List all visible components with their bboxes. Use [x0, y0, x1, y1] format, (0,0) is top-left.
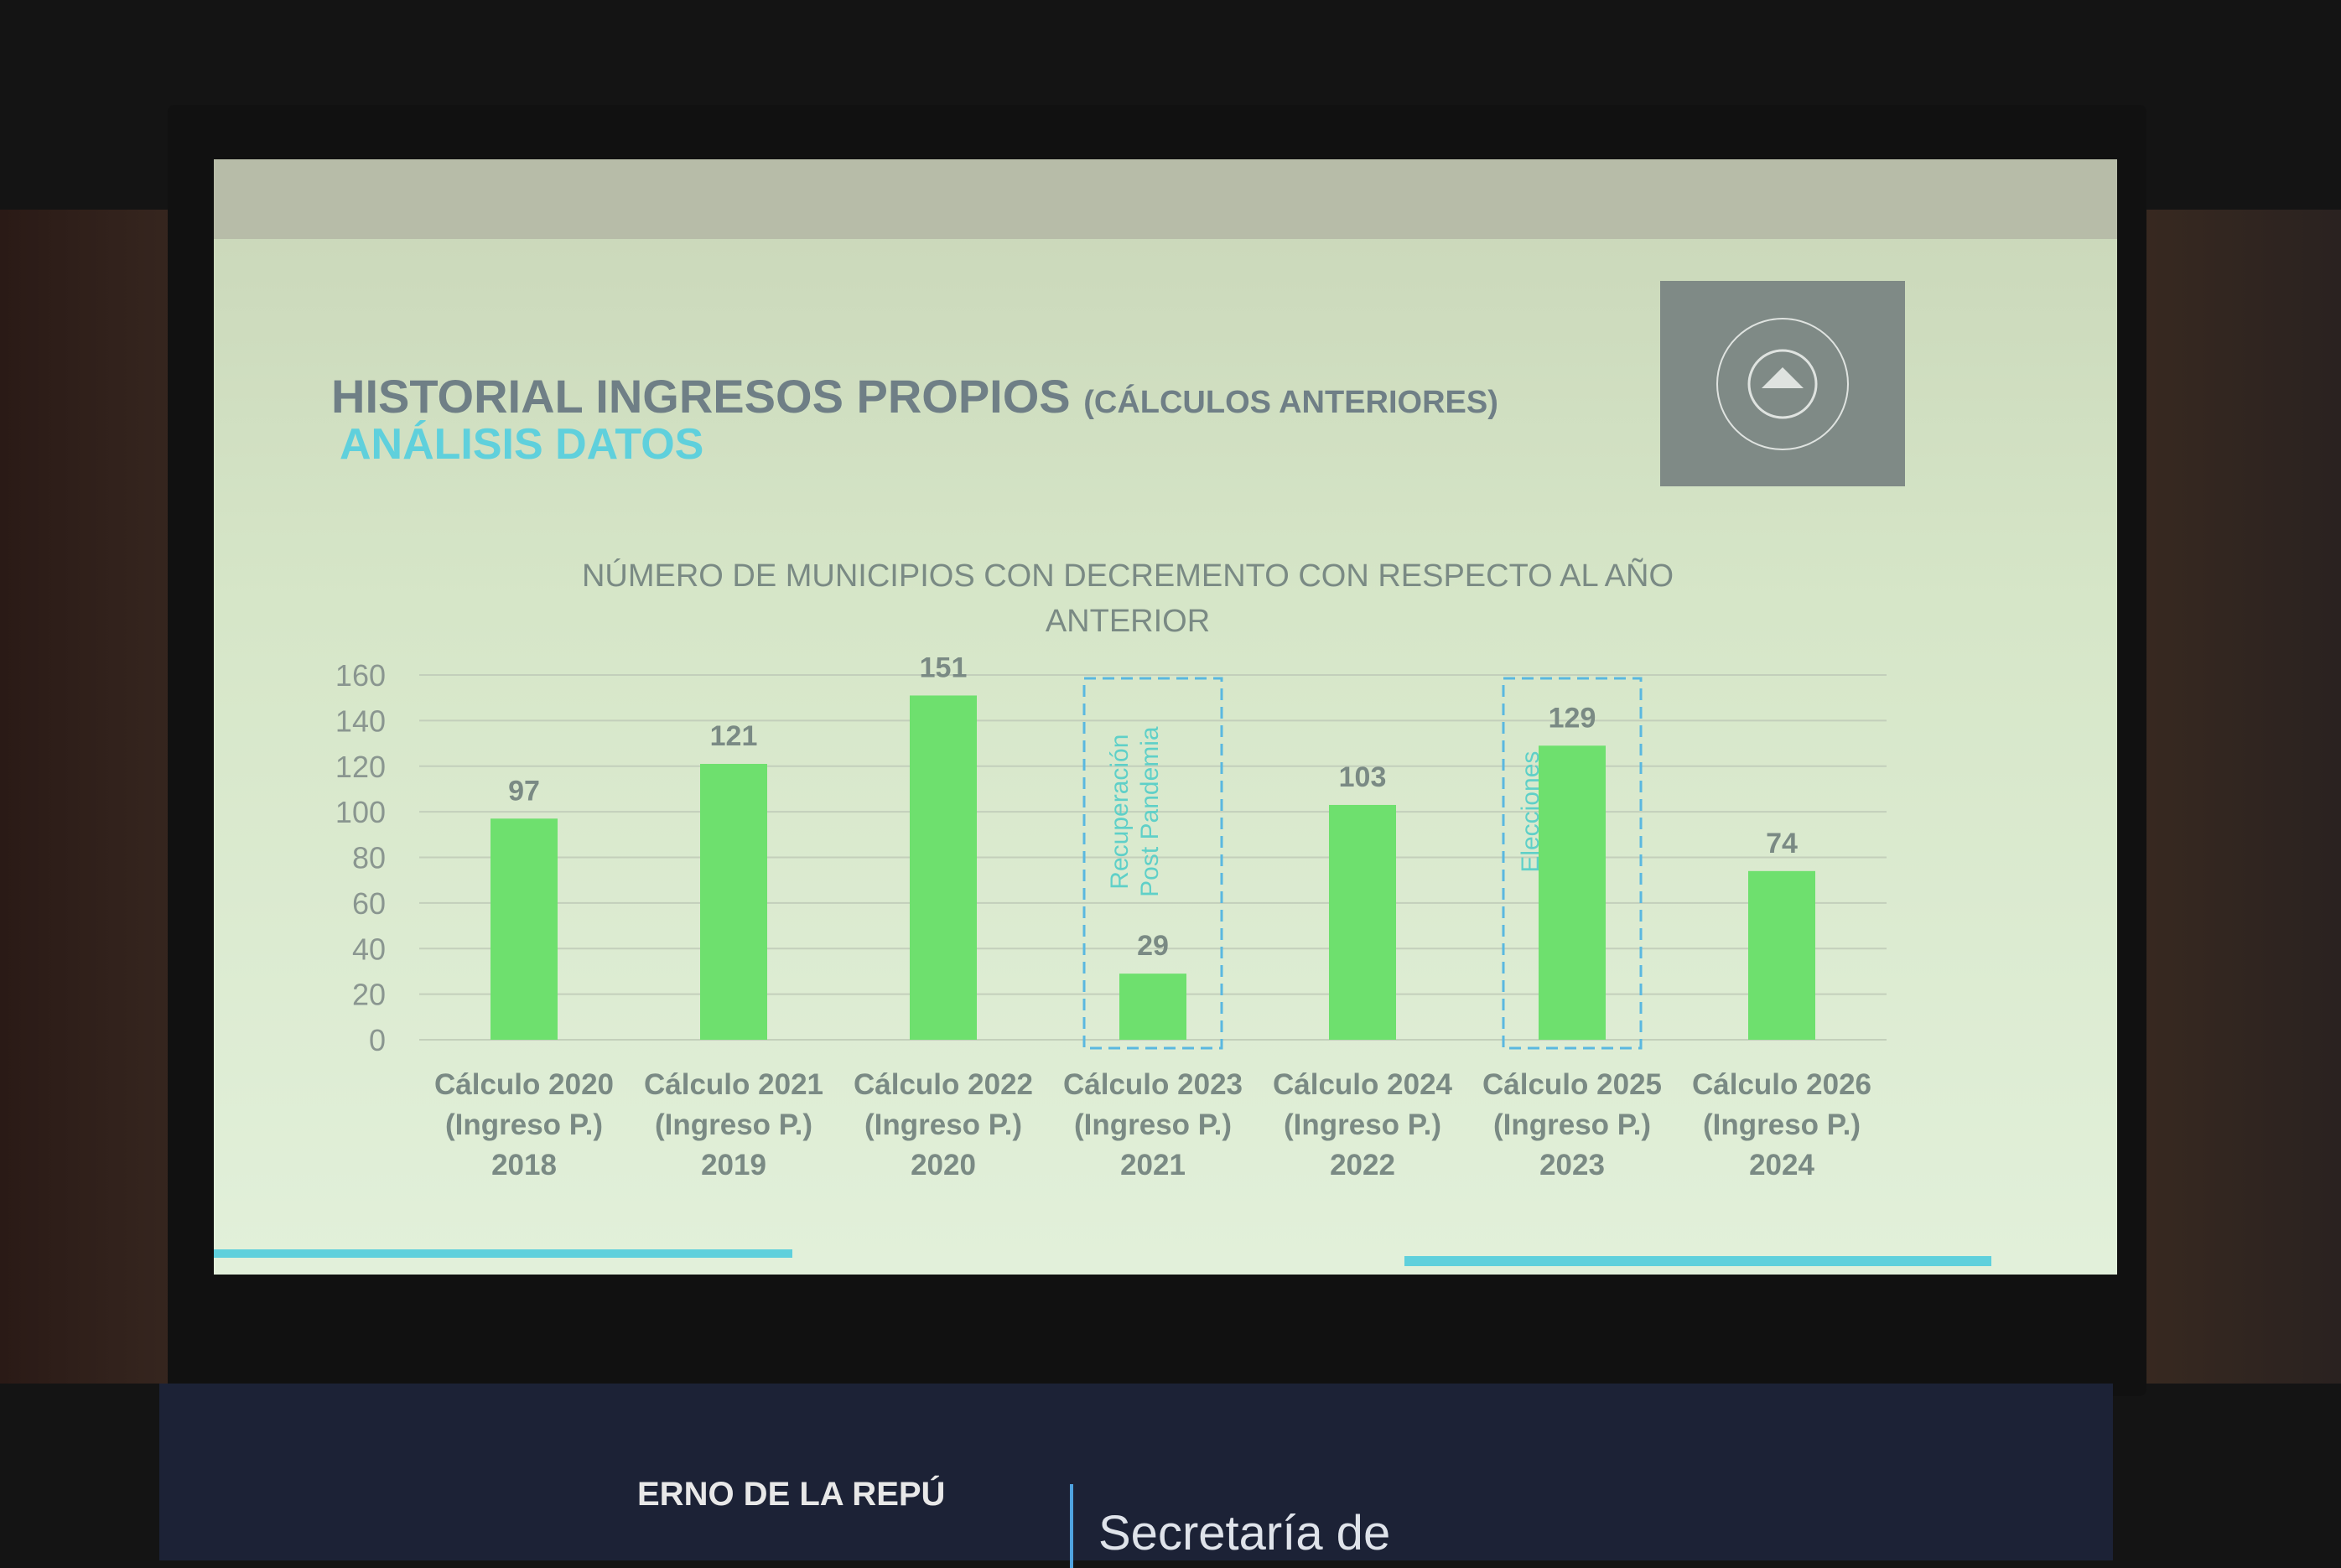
x-tick-label: Cálculo 2020: [434, 1068, 614, 1101]
x-tick-label: (Ingreso P.): [1284, 1109, 1441, 1141]
y-tick-label: 160: [335, 658, 386, 693]
x-tick-label: 2020: [911, 1149, 976, 1181]
data-label: 97: [508, 775, 540, 807]
y-tick-label: 20: [352, 978, 386, 1012]
x-tick-label: (Ingreso P.): [1074, 1109, 1232, 1141]
bar: [1748, 870, 1815, 1040]
y-tick-label: 80: [352, 841, 386, 875]
bar: [1329, 804, 1396, 1040]
x-tick-label: (Ingreso P.): [1493, 1109, 1651, 1141]
bar: [1539, 745, 1606, 1040]
y-tick-label: 40: [352, 932, 386, 966]
x-tick-label: 2024: [1749, 1149, 1814, 1181]
x-tick-label: 2018: [491, 1149, 557, 1181]
data-label: 151: [920, 652, 968, 683]
accent-line-left: [214, 1249, 792, 1258]
y-tick-label: 120: [335, 750, 386, 784]
y-tick-label: 140: [335, 704, 386, 738]
data-label: 74: [1766, 828, 1798, 859]
bar: [910, 695, 977, 1040]
government-logo: [1660, 281, 1905, 486]
slide-top-band: [214, 159, 2117, 239]
annotation-box: [1082, 677, 1223, 1050]
x-tick-label: Cálculo 2022: [854, 1068, 1033, 1101]
x-tick-label: Cálculo 2023: [1063, 1068, 1243, 1101]
y-tick-label: 100: [335, 795, 386, 829]
y-tick-label: 60: [352, 886, 386, 921]
annotation-box: [1502, 677, 1643, 1050]
x-tick-label: (Ingreso P.): [655, 1109, 812, 1141]
annotation-label: Post Pandemia: [1136, 726, 1164, 897]
banner-divider: [1070, 1484, 1073, 1568]
bar: [700, 764, 767, 1040]
data-label: 103: [1339, 761, 1387, 793]
slide: HISTORIAL INGRESOS PROPIOS (CÁLCULOS ANT…: [214, 159, 2117, 1275]
annotation-label: Recuperación: [1106, 735, 1134, 890]
bottom-banner: [159, 1384, 2113, 1560]
accent-line-right: [1404, 1256, 1991, 1266]
annotation-label: Elecciones: [1517, 751, 1544, 873]
x-tick-label: Cálculo 2021: [644, 1068, 823, 1101]
y-tick-label: 0: [369, 1023, 386, 1057]
x-tick-label: 2019: [701, 1149, 766, 1181]
data-label: 129: [1549, 702, 1596, 734]
x-tick-label: Cálculo 2024: [1273, 1068, 1453, 1101]
data-label: 29: [1137, 930, 1169, 962]
slide-subtitle: ANÁLISIS DATOS: [340, 420, 704, 469]
x-tick-label: (Ingreso P.): [864, 1109, 1022, 1141]
bar: [1119, 974, 1186, 1040]
title-main: HISTORIAL INGRESOS PROPIOS: [331, 370, 1071, 423]
x-tick-label: 2023: [1539, 1149, 1605, 1181]
x-tick-label: (Ingreso P.): [1703, 1109, 1861, 1141]
x-tick-label: (Ingreso P.): [445, 1109, 603, 1141]
title-suffix: (CÁLCULOS ANTERIORES): [1083, 385, 1498, 420]
guatemala-seal-icon: [1716, 317, 1849, 450]
x-tick-label: 2021: [1120, 1149, 1186, 1181]
bar: [491, 818, 558, 1040]
x-tick-label: 2022: [1330, 1149, 1395, 1181]
banner-secretaria: Secretaría de: [1098, 1506, 1391, 1560]
bar-chart: 0 20 40 60 80 100 120 140 160 97 Cálculo 2020 (Ingr…: [335, 652, 1887, 1181]
banner-seal-text: ERNO DE LA REPÚ: [637, 1476, 946, 1513]
chart-title: NÚMERO DE MUNICIPIOS CON DECREMENTO CON …: [581, 558, 1674, 639]
x-tick-label: Cálculo 2025: [1482, 1068, 1662, 1101]
data-label: 121: [710, 720, 758, 752]
x-tick-label: Cálculo 2026: [1692, 1068, 1871, 1101]
slide-title: HISTORIAL INGRESOS PROPIOS (CÁLCULOS ANT…: [331, 369, 1498, 423]
